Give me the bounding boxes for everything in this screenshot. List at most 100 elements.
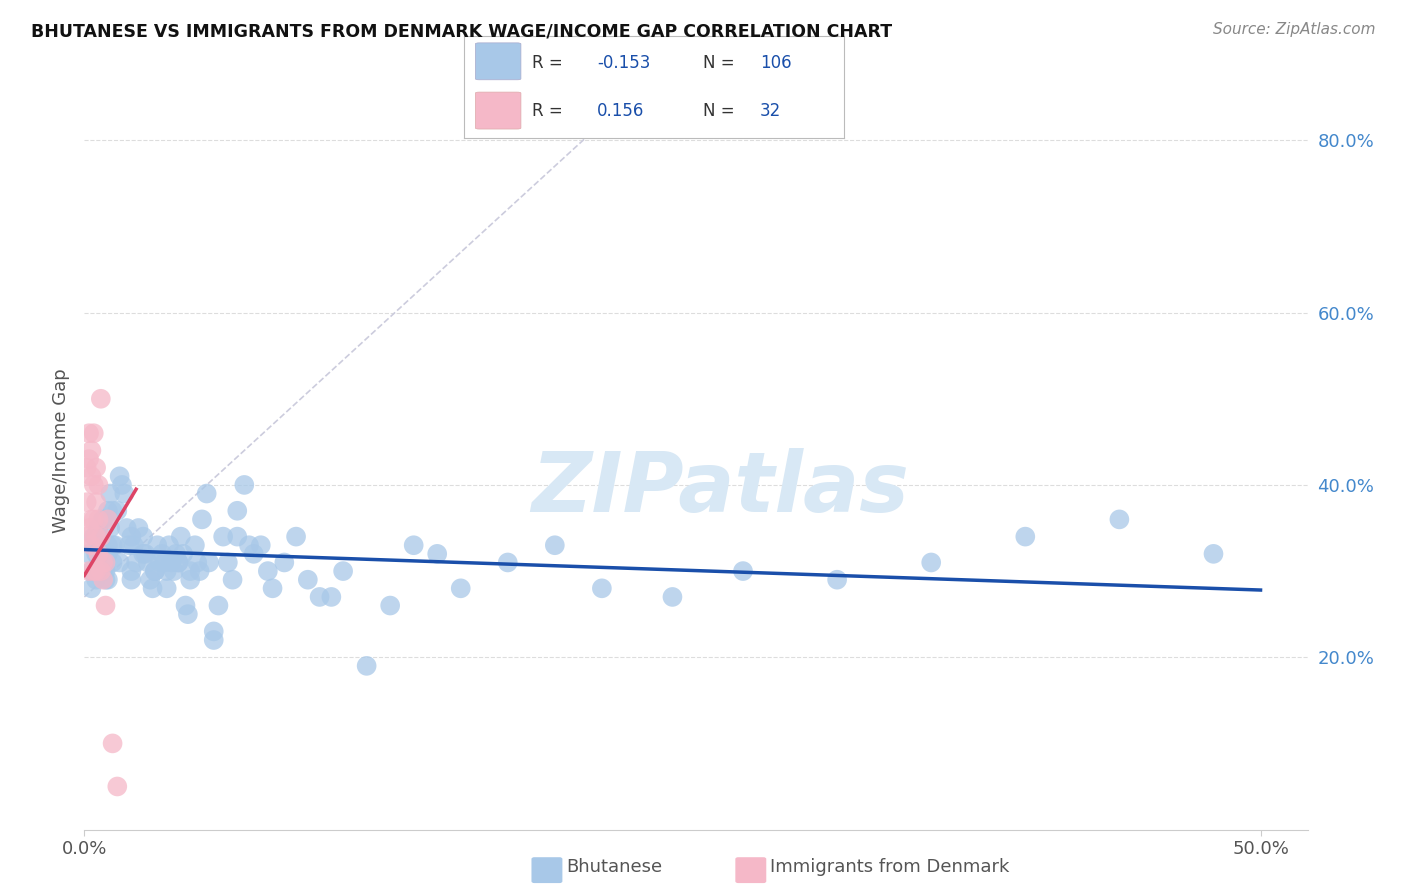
Point: [101, 736, 124, 750]
Point: [80, 538, 103, 552]
Point: [202, 624, 225, 639]
Point: [80, 512, 103, 526]
Point: [177, 607, 200, 622]
Point: [149, 556, 172, 570]
Point: [84, 495, 107, 509]
Point: [195, 486, 218, 500]
Point: [238, 538, 260, 552]
Text: Bhutanese: Bhutanese: [567, 858, 662, 876]
Point: [920, 556, 942, 570]
Point: [356, 658, 378, 673]
Point: [207, 599, 229, 613]
Point: [150, 547, 173, 561]
Point: [426, 547, 449, 561]
Point: [84, 547, 107, 561]
Text: N =: N =: [703, 102, 735, 120]
Point: [91, 556, 114, 570]
Point: [198, 556, 221, 570]
Point: [825, 573, 848, 587]
Point: [83, 512, 105, 526]
Point: [84, 564, 107, 578]
FancyBboxPatch shape: [475, 92, 520, 129]
Point: [191, 512, 214, 526]
Point: [496, 556, 519, 570]
Point: [163, 564, 186, 578]
Point: [249, 538, 271, 552]
Point: [90, 392, 112, 406]
Text: 106: 106: [761, 54, 792, 72]
Point: [105, 504, 128, 518]
Point: [98, 521, 121, 535]
Point: [91, 573, 114, 587]
Point: [90, 530, 112, 544]
Point: [87, 556, 110, 570]
Point: [111, 478, 134, 492]
Text: R =: R =: [533, 54, 562, 72]
Point: [156, 564, 179, 578]
Point: [90, 564, 112, 578]
Point: [233, 478, 256, 492]
Point: [136, 556, 159, 570]
Point: [97, 504, 120, 518]
Point: [77, 452, 100, 467]
Point: [90, 538, 112, 552]
Text: R =: R =: [533, 102, 562, 120]
Text: Immigrants from Denmark: Immigrants from Denmark: [770, 858, 1010, 876]
Point: [112, 486, 135, 500]
Point: [76, 460, 98, 475]
Text: BHUTANESE VS IMMIGRANTS FROM DENMARK WAGE/INCOME GAP CORRELATION CHART: BHUTANESE VS IMMIGRANTS FROM DENMARK WAG…: [31, 22, 891, 40]
Point: [84, 460, 107, 475]
Point: [76, 495, 98, 509]
Point: [77, 564, 100, 578]
Point: [188, 564, 211, 578]
Point: [83, 478, 105, 492]
Point: [160, 556, 183, 570]
Point: [172, 547, 194, 561]
Point: [83, 530, 105, 544]
Point: [170, 530, 193, 544]
Point: [98, 486, 121, 500]
Point: [97, 547, 120, 561]
Point: [87, 547, 110, 561]
Point: [179, 573, 201, 587]
Point: [153, 556, 176, 570]
Point: [142, 582, 165, 596]
Point: [217, 556, 239, 570]
Point: [91, 564, 114, 578]
Point: [273, 556, 295, 570]
Point: [1014, 530, 1036, 544]
Point: [285, 530, 308, 544]
Text: 32: 32: [761, 102, 782, 120]
Point: [146, 538, 169, 552]
Point: [143, 564, 166, 578]
Point: [76, 530, 98, 544]
Point: [90, 564, 112, 578]
Point: [83, 564, 105, 578]
Point: [212, 530, 235, 544]
FancyBboxPatch shape: [475, 43, 520, 79]
Text: ZIPatlas: ZIPatlas: [531, 448, 910, 529]
Point: [87, 521, 110, 535]
Text: N =: N =: [703, 54, 735, 72]
Point: [87, 512, 110, 526]
Point: [122, 538, 145, 552]
Point: [380, 599, 402, 613]
Point: [242, 547, 264, 561]
Point: [544, 538, 567, 552]
Text: -0.153: -0.153: [598, 54, 650, 72]
Point: [94, 556, 117, 570]
Y-axis label: Wage/Income Gap: Wage/Income Gap: [52, 368, 70, 533]
Point: [84, 564, 107, 578]
Point: [80, 469, 103, 483]
Point: [332, 564, 354, 578]
Point: [174, 599, 197, 613]
Point: [1202, 547, 1225, 561]
Point: [101, 504, 124, 518]
Point: [97, 538, 120, 552]
Point: [97, 573, 120, 587]
Point: [118, 538, 141, 552]
Point: [104, 538, 127, 552]
Point: [87, 478, 110, 492]
Text: Source: ZipAtlas.com: Source: ZipAtlas.com: [1212, 22, 1375, 37]
Point: [450, 582, 472, 596]
